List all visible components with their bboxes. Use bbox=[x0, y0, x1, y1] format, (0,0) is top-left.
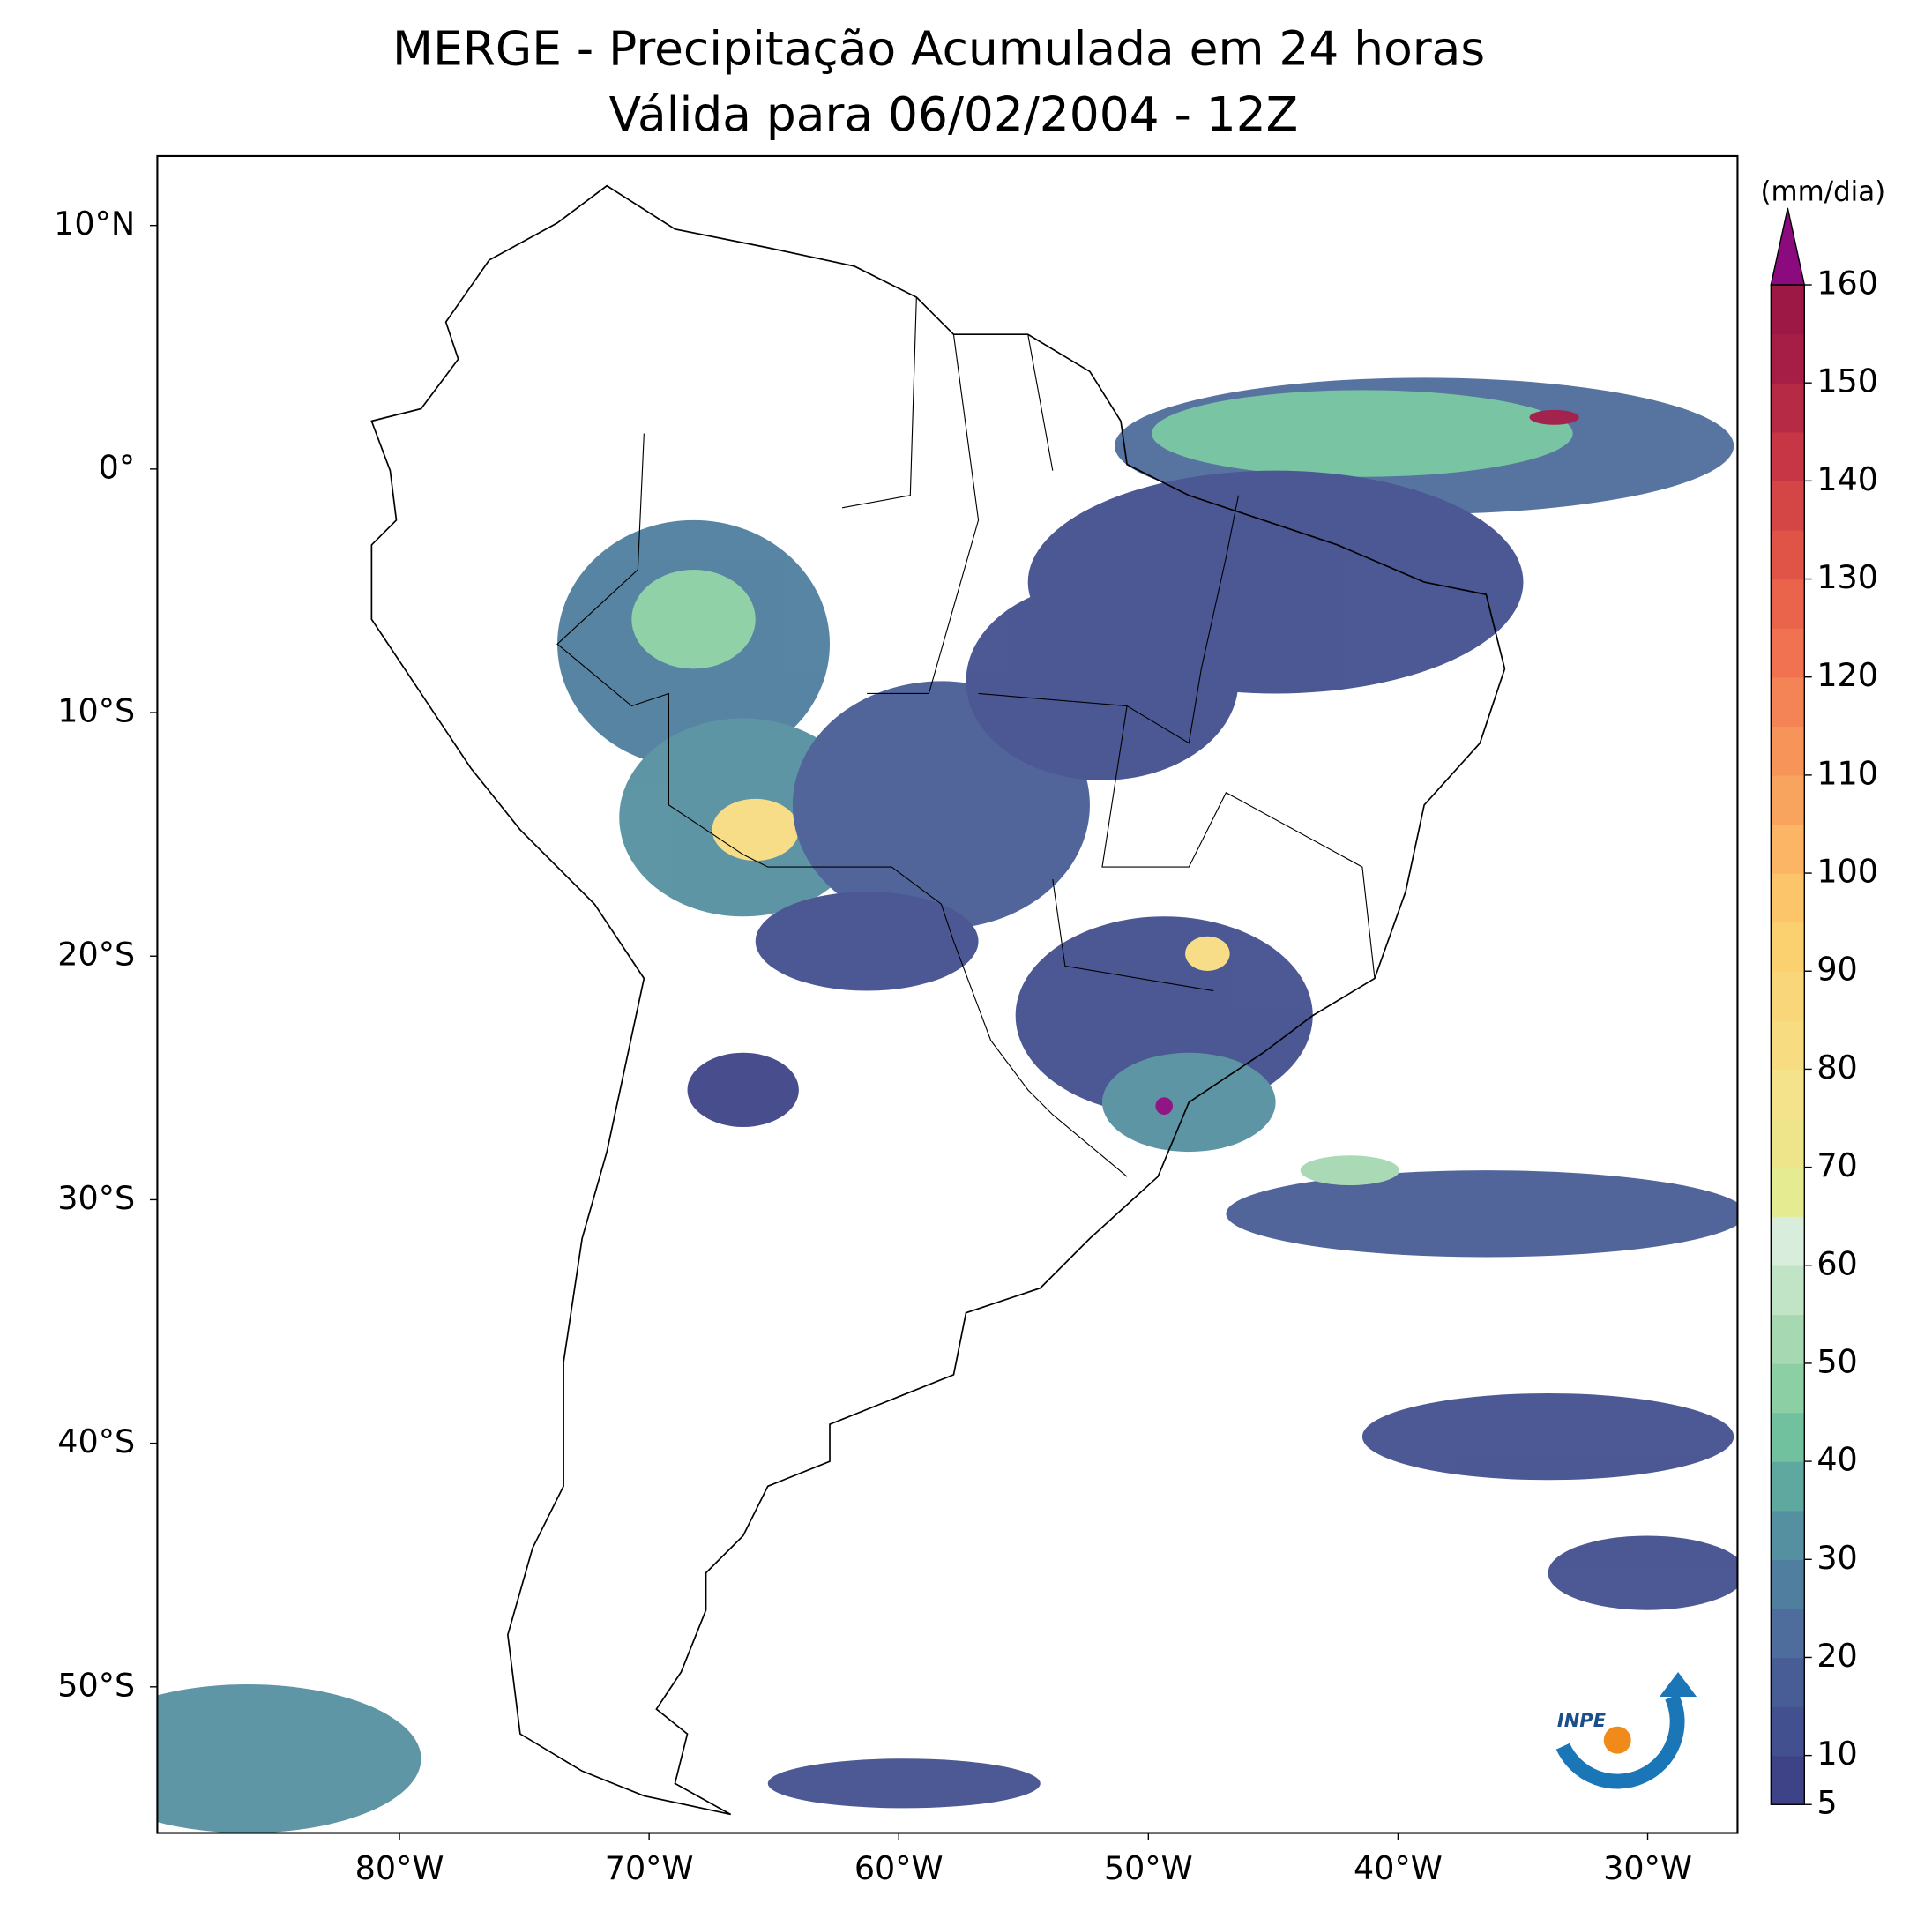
colorbar-bin bbox=[1771, 971, 1805, 1021]
colorbar-bin bbox=[1771, 431, 1805, 482]
colorbar-extend bbox=[1770, 207, 1806, 286]
x-tick-label: 70°W bbox=[605, 1849, 694, 1887]
colorbar-tick-label: 50 bbox=[1816, 1342, 1857, 1380]
x-tick-label: 50°W bbox=[1104, 1849, 1193, 1887]
colorbar-bin bbox=[1771, 1510, 1805, 1560]
colorbar-tick-label: 150 bbox=[1816, 362, 1878, 400]
x-tick-label: 60°W bbox=[854, 1849, 944, 1887]
x-tick-label: 80°W bbox=[355, 1849, 444, 1887]
colorbar-tick-label: 70 bbox=[1816, 1146, 1857, 1184]
colorbar-bin bbox=[1771, 1608, 1805, 1659]
colorbar-bin bbox=[1771, 579, 1805, 629]
colorbar-bin bbox=[1771, 285, 1805, 335]
colorbar-tick-label: 40 bbox=[1816, 1441, 1857, 1479]
colorbar-bin bbox=[1771, 824, 1805, 874]
colorbar-bin bbox=[1771, 481, 1805, 531]
colorbar-bin bbox=[1771, 676, 1805, 728]
map-subtitle: Válida para 06/02/2004 - 12Z bbox=[609, 86, 1299, 142]
colorbar-bin bbox=[1771, 1362, 1805, 1414]
colorbar-bin bbox=[1771, 1069, 1805, 1119]
colorbar-tick-label: 5 bbox=[1816, 1784, 1837, 1822]
colorbar-bin bbox=[1771, 1706, 1805, 1757]
colorbar-tick-label: 60 bbox=[1816, 1244, 1857, 1282]
colorbar-tick-label: 80 bbox=[1816, 1049, 1857, 1086]
borders bbox=[556, 297, 1376, 1177]
colorbar-tick-label: 90 bbox=[1816, 951, 1857, 989]
colorbar-bin bbox=[1771, 628, 1805, 678]
map-title: MERGE - Precipitação Acumulada em 24 hor… bbox=[392, 21, 1485, 77]
colorbar-bin bbox=[1771, 333, 1805, 384]
y-tick-label: 30°S bbox=[57, 1179, 135, 1217]
x-tick-label: 40°W bbox=[1354, 1849, 1443, 1887]
colorbar-tick-label: 130 bbox=[1816, 558, 1878, 596]
colorbar-bin bbox=[1771, 922, 1805, 972]
x-tick-label: 30°W bbox=[1603, 1849, 1692, 1887]
colorbar-bin bbox=[1771, 774, 1805, 825]
colorbar-tick-label: 20 bbox=[1816, 1637, 1857, 1675]
colorbar-tick-label: 120 bbox=[1816, 656, 1878, 694]
logo-text: INPE bbox=[1557, 1709, 1607, 1731]
y-tick-label: 10°N bbox=[54, 205, 135, 243]
colorbar-bin bbox=[1771, 1314, 1805, 1364]
precipitation-field bbox=[157, 377, 1738, 1833]
colorbar-bin bbox=[1771, 1657, 1805, 1707]
inpe-logo: INPE bbox=[1555, 1671, 1697, 1789]
y-tick-label: 50°S bbox=[57, 1666, 135, 1704]
colorbar-tick-label: 100 bbox=[1816, 853, 1878, 891]
y-tick-label: 10°S bbox=[57, 692, 135, 730]
y-tick-label: 0° bbox=[99, 448, 135, 486]
colorbar-bin bbox=[1771, 1167, 1805, 1217]
colorbar-bin bbox=[1771, 1412, 1805, 1462]
colorbar-bin bbox=[1771, 1461, 1805, 1512]
colorbar-bin bbox=[1771, 1216, 1805, 1266]
colorbar-tick-label: 30 bbox=[1816, 1539, 1857, 1577]
colorbar-bin bbox=[1771, 873, 1805, 923]
colorbar-bin bbox=[1771, 1755, 1805, 1805]
y-tick-label: 20°S bbox=[57, 936, 135, 974]
y-tick-label: 40°S bbox=[57, 1422, 135, 1460]
colorbar-bin bbox=[1771, 1265, 1805, 1316]
colorbar-tick-label: 160 bbox=[1816, 265, 1878, 302]
colorbar-tick-label: 110 bbox=[1816, 754, 1878, 792]
colorbar-frame bbox=[1770, 284, 1805, 1805]
colorbar-bin bbox=[1771, 726, 1805, 776]
colorbar-bin bbox=[1771, 529, 1805, 580]
map-frame bbox=[156, 154, 1739, 1834]
colorbar-bin bbox=[1771, 1117, 1805, 1168]
colorbar-bin bbox=[1771, 383, 1805, 433]
colorbar-bin bbox=[1771, 1559, 1805, 1609]
colorbar-tick-label: 10 bbox=[1816, 1735, 1857, 1773]
coastline bbox=[370, 184, 1506, 1816]
map-area: INPE bbox=[157, 184, 1738, 1833]
colorbar-label: (mm/dia) bbox=[1760, 176, 1885, 208]
colorbar-tick-label: 140 bbox=[1816, 460, 1878, 498]
colorbar-bin bbox=[1771, 1019, 1805, 1071]
